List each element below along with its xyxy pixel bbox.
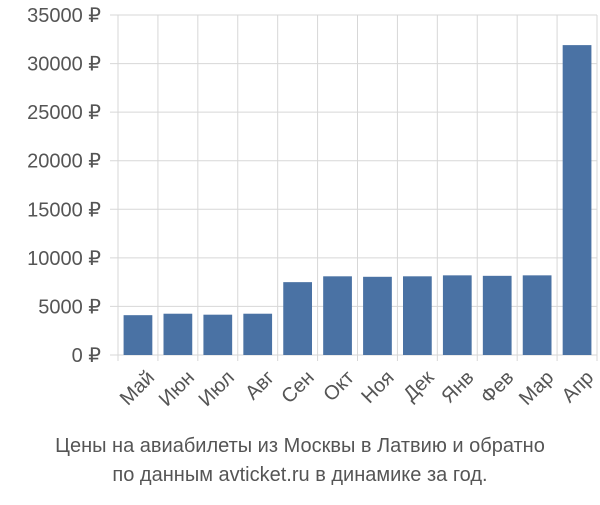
x-tick-label: Апр — [558, 367, 599, 408]
y-tick-label: 25000 ₽ — [27, 102, 101, 124]
bar — [163, 313, 193, 355]
y-tick-label: 35000 ₽ — [27, 5, 101, 27]
y-tick-label: 5000 ₽ — [38, 296, 101, 318]
y-tick-label: 10000 ₽ — [27, 248, 101, 270]
bar — [403, 276, 432, 355]
x-tick-label: Янв — [437, 367, 478, 408]
bar — [442, 275, 472, 355]
chart-caption-line-1: Цены на авиабилеты из Москвы в Латвию и … — [55, 435, 545, 457]
x-tick-label: Окт — [319, 367, 358, 406]
x-tick-label: Июл — [195, 367, 239, 411]
bar — [323, 276, 352, 355]
y-tick-label: 0 ₽ — [72, 345, 102, 367]
x-tick-label: Дек — [399, 366, 438, 405]
chart-caption-line-2: по данным avticket.ru в динамике за год. — [112, 464, 488, 486]
x-tick-label: Сен — [277, 367, 318, 408]
bar — [562, 45, 592, 355]
y-tick-label: 20000 ₽ — [27, 151, 101, 173]
bar — [243, 313, 273, 355]
bar — [482, 275, 512, 355]
x-tick-label: Авг — [241, 367, 279, 405]
bar — [283, 282, 312, 355]
bar — [203, 314, 233, 355]
y-tick-label: 30000 ₽ — [27, 54, 101, 76]
x-tick-label: Фев — [477, 367, 519, 409]
bar — [363, 276, 392, 355]
y-tick-label: 15000 ₽ — [27, 199, 101, 221]
x-tick-label: Май — [116, 367, 159, 410]
bar — [522, 275, 552, 355]
bar — [123, 315, 153, 355]
x-tick-label: Июн — [155, 367, 199, 411]
x-tick-label: Ноя — [357, 367, 398, 408]
x-tick-label: Мар — [515, 367, 558, 410]
